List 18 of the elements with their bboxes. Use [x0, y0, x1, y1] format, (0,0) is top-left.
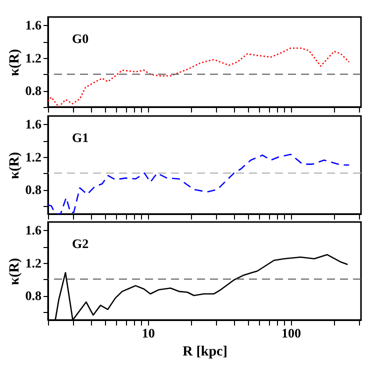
series-label: G2	[72, 236, 89, 251]
y-tick-label: 0.8	[25, 182, 42, 197]
x-axis-title: R [kpc]	[182, 344, 228, 360]
y-tick-label: 1.2	[25, 149, 42, 164]
y-tick-label: 1.6	[25, 116, 42, 132]
y-axis-title: κ(R)	[7, 258, 22, 286]
y-axis-title: κ(R)	[7, 152, 22, 180]
y-tick-label: 1.2	[25, 50, 42, 66]
y-tick-label: 1.2	[25, 255, 42, 270]
y-tick-label: 1.6	[25, 222, 42, 238]
y-tick-label: 0.8	[25, 83, 42, 98]
x-tick-label: 10	[142, 326, 155, 340]
y-tick-label: 0.8	[25, 288, 42, 303]
y-tick-label: 1.6	[25, 18, 42, 33]
text: G0	[72, 31, 89, 46]
x-tick-label: 100	[282, 326, 302, 340]
y-axis-title: κ(R)	[7, 48, 22, 76]
text: G1	[72, 130, 89, 145]
